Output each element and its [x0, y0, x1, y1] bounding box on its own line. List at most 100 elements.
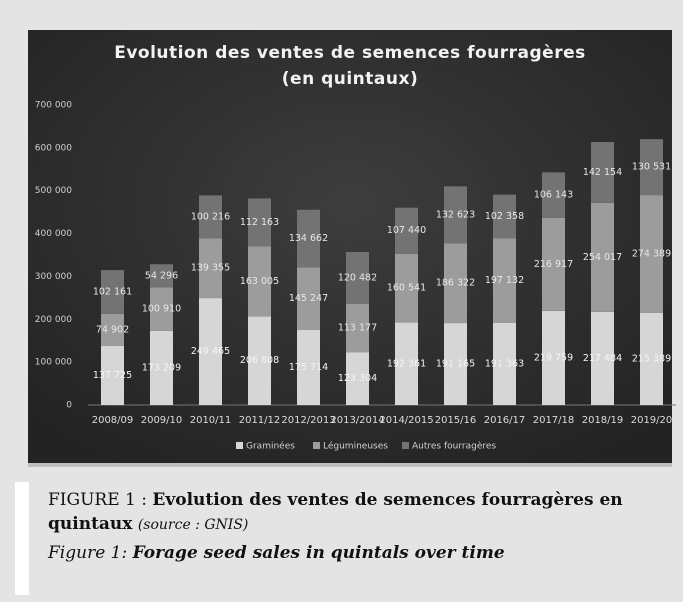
- data-label: 274 389: [632, 248, 671, 259]
- x-tick-label: 2010/11: [190, 415, 232, 426]
- data-label: 132 623: [436, 209, 475, 220]
- bar-segment: [199, 238, 222, 299]
- bar-segment: [346, 352, 369, 405]
- bar-segment: [493, 194, 516, 239]
- x-tick-label: 2009/10: [141, 415, 183, 426]
- data-label: 100 910: [142, 304, 181, 315]
- bar-segment: [444, 186, 467, 244]
- data-label: 191 165: [436, 359, 475, 370]
- bar-segment: [199, 195, 222, 239]
- bar-segment: [444, 323, 467, 405]
- data-label: 145 247: [289, 293, 328, 304]
- y-tick-label: 400 000: [35, 229, 72, 239]
- chart-title: Evolution des ventes de semences fourrag…: [114, 43, 586, 89]
- bar-segment: [248, 316, 271, 405]
- data-label: 249 465: [191, 346, 230, 357]
- legend-swatch: [402, 442, 409, 449]
- y-tick-label: 700 000: [35, 101, 72, 111]
- data-label: 113 177: [338, 322, 377, 333]
- bar-segment: [101, 270, 124, 314]
- bar-segment: [444, 243, 467, 324]
- bar-segment: [248, 246, 271, 317]
- caption-text: FIGURE 1 : Evolution des ventes de semen…: [48, 488, 678, 565]
- legend-label: Légumineuses: [323, 441, 388, 452]
- data-label: 102 358: [485, 211, 524, 222]
- data-label: 160 541: [387, 283, 426, 294]
- bar-segment: [591, 311, 614, 405]
- data-label: 130 531: [632, 162, 671, 173]
- bar-segment: [248, 198, 271, 247]
- data-label: 206 808: [240, 355, 279, 366]
- x-tick-label: 2013/2014: [330, 415, 384, 426]
- bar-segment: [640, 195, 663, 313]
- bar-segment: [542, 310, 565, 405]
- y-tick-label: 500 000: [35, 186, 72, 196]
- bar-segment: [395, 253, 418, 323]
- data-label: 74 902: [96, 324, 129, 335]
- chart: 0 100 000 200 000 300 000 400 000 500 000 600 …: [28, 30, 676, 467]
- bar-segment: [101, 313, 124, 346]
- x-tick-label: 2008/09: [92, 415, 134, 426]
- x-tick-label: 2014/2015: [379, 415, 433, 426]
- x-tick-label: 2018/19: [582, 415, 624, 426]
- bar-segment: [101, 345, 124, 405]
- bar-segment: [150, 264, 173, 288]
- data-label: 219 759: [534, 352, 573, 363]
- legend-label: Graminées: [246, 441, 295, 452]
- data-label: 175 714: [289, 362, 328, 373]
- bar-segment: [395, 322, 418, 405]
- bar-segment: [640, 312, 663, 405]
- bar-segment: [591, 202, 614, 312]
- bar-segment: [297, 329, 320, 405]
- data-label: 173 209: [142, 362, 181, 373]
- y-tick-label: 600 000: [35, 143, 72, 153]
- legend-swatch: [313, 442, 320, 449]
- data-label: 197 132: [485, 275, 524, 286]
- caption-title: Evolution des ventes de semences fourrag…: [48, 490, 623, 534]
- bar-segment: [542, 217, 565, 311]
- bar-segment: [493, 322, 516, 405]
- y-tick-label: 100 000: [35, 358, 72, 368]
- x-tick-label: 2016/17: [484, 415, 526, 426]
- caption: FIGURE 1 : Evolution des ventes de semen…: [15, 482, 683, 595]
- x-tick-label: 2019/20: [631, 415, 673, 426]
- data-label: 112 163: [240, 217, 279, 228]
- caption-prefix: FIGURE 1 :: [48, 490, 153, 510]
- data-label: 139 355: [191, 263, 230, 274]
- data-label: 120 482: [338, 272, 377, 283]
- data-label: 134 662: [289, 233, 328, 244]
- x-tick-label: 2017/18: [533, 415, 575, 426]
- chart-shadow: [28, 463, 672, 467]
- caption-source: (source : GNIS): [137, 517, 249, 533]
- data-label: 215 389: [632, 353, 671, 364]
- data-label: 163 005: [240, 276, 279, 287]
- legend-label: Autres fourragères: [412, 441, 496, 452]
- x-tick-label: 2012/2013: [281, 415, 335, 426]
- y-tick-label: 200 000: [35, 315, 72, 325]
- bar-segment: [297, 267, 320, 330]
- data-label: 102 161: [93, 286, 132, 297]
- data-label: 123 304: [338, 373, 377, 384]
- x-tick-label: 2015/16: [435, 415, 477, 426]
- caption-prefix-en: Figure 1:: [48, 543, 128, 563]
- data-label: 142 154: [583, 167, 622, 178]
- bar-segment: [640, 139, 663, 196]
- caption-bar: [15, 482, 29, 595]
- bar-segment: [346, 252, 369, 304]
- bar-segment: [542, 172, 565, 218]
- caption-title-en: Forage seed sales in quintals over time: [132, 543, 505, 563]
- bar-segment: [395, 207, 418, 254]
- bar-segment: [297, 209, 320, 268]
- data-label: 100 216: [191, 211, 230, 222]
- x-tick-label: 2011/12: [239, 415, 281, 426]
- data-label: 106 143: [534, 190, 573, 201]
- data-label: 254 017: [583, 252, 622, 263]
- data-label: 186 322: [436, 278, 475, 289]
- legend-swatch: [236, 442, 243, 449]
- bar-segment: [150, 287, 173, 331]
- data-label: 216 917: [534, 259, 573, 270]
- data-label: 54 296: [145, 270, 178, 281]
- bar-segment: [346, 303, 369, 353]
- data-label: 192 361: [387, 358, 426, 369]
